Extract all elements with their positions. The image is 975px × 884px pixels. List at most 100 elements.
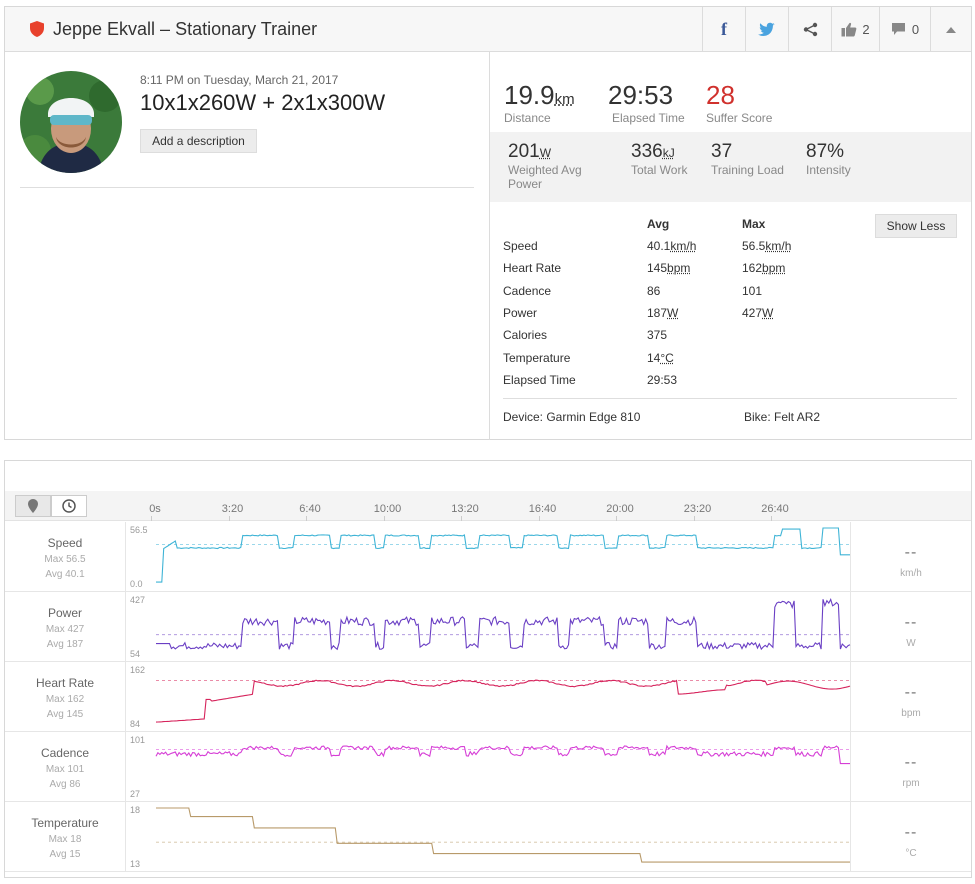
analysis-chart-card: 0s 3:20 6:40 10:00 13:20 16:40 20:00 23:20 26:40… — [4, 460, 972, 878]
y-min-label: 27 — [130, 789, 141, 799]
add-description-button[interactable]: Add a description — [140, 129, 257, 153]
stat-label: Intensity — [806, 163, 851, 177]
chart-lane-heart-rate[interactable]: Heart Rate Max 162 Avg 145 162 84 -- bpm — [5, 662, 971, 732]
series-svg — [156, 807, 850, 863]
time-tick-label: 6:40 — [299, 503, 321, 515]
row-max: 427W — [742, 306, 773, 320]
series-line — [156, 807, 850, 863]
row-avg: 14°C — [647, 351, 674, 365]
series-plot[interactable]: 101 27 — [125, 732, 851, 801]
activity-name: 10x1x260W + 2x1x300W — [140, 90, 386, 115]
thumbs-up-icon — [841, 22, 857, 36]
time-tick-mark — [771, 516, 772, 521]
stat-value: 87% — [806, 141, 845, 162]
facebook-icon: f — [721, 18, 727, 39]
collapse-button[interactable] — [930, 7, 971, 51]
stat-value: 336 — [631, 141, 663, 162]
stat-value: 201 — [508, 141, 540, 162]
y-max-label: 18 — [130, 805, 141, 815]
stat-value: 28 — [706, 80, 735, 110]
stat-elapsed-time: 29:53 Elapsed Time — [608, 80, 685, 125]
twitter-icon — [758, 22, 775, 36]
share-icon — [803, 22, 817, 36]
time-tick-mark — [228, 516, 230, 521]
row-label: Speed — [503, 239, 538, 253]
col-avg: Avg — [647, 217, 670, 231]
share-button[interactable] — [788, 7, 831, 51]
time-tick-label: 23:20 — [683, 503, 712, 515]
series-current-value: -- — [904, 614, 918, 631]
stat-distance: 19.9km Distance — [504, 80, 575, 125]
row-avg: 86 — [647, 284, 660, 298]
max-value: 427 — [742, 305, 763, 320]
facebook-share-button[interactable]: f — [702, 7, 745, 51]
stat-label: Suffer Score — [706, 111, 773, 125]
series-plot[interactable]: 427 54 — [125, 592, 851, 661]
activity-details-left: 8:11 PM on Tuesday, March 21, 2017 10x1x… — [5, 52, 489, 440]
time-tick-label: 10:00 — [373, 503, 402, 515]
series-current-value: -- — [904, 544, 918, 561]
activity-datetime: 8:11 PM on Tuesday, March 21, 2017 — [140, 73, 339, 87]
row-max: 101 — [742, 284, 762, 298]
avg-value: 145 — [647, 261, 668, 276]
row-label: Calories — [503, 328, 548, 343]
avg-unit: bpm — [667, 261, 691, 276]
secondary-stats: 201W Weighted Avg Power 336kJ Total Work… — [490, 132, 971, 202]
y-max-label: 101 — [130, 735, 146, 745]
row-avg: 145bpm — [647, 261, 690, 275]
time-axis-bar: 0s 3:20 6:40 10:00 13:20 16:40 20:00 23:20 26:40 — [5, 491, 971, 521]
y-min-label: 84 — [130, 719, 141, 729]
time-tick-mark — [383, 516, 385, 521]
time-tick-label: 16:40 — [528, 503, 557, 515]
series-unit: W — [906, 638, 916, 649]
stat-label: Total Work — [631, 163, 688, 177]
stat-intensity: 87% Intensity — [806, 141, 851, 177]
activity-summary-card: Jeppe Ekvall – Stationary Trainer f 2 0 — [4, 6, 972, 440]
comments-button[interactable]: 0 — [879, 7, 930, 51]
series-max: Max 427 — [45, 624, 85, 635]
chart-lane-cadence[interactable]: Cadence Max 101 Avg 86 101 27 -- rpm — [5, 732, 971, 802]
series-unit: °C — [905, 848, 917, 859]
time-toggle[interactable] — [51, 495, 87, 517]
row-max: 162bpm — [742, 261, 785, 275]
time-tick-label: 3:20 — [221, 503, 244, 515]
avatar-image — [20, 71, 122, 173]
row-label: Power — [503, 305, 538, 320]
series-name: Cadence — [40, 746, 90, 760]
series-plot[interactable]: 56.5 0.0 — [125, 522, 851, 591]
stat-weighted-power: 201W Weighted Avg Power — [508, 141, 608, 191]
series-plot[interactable]: 18 13 — [125, 802, 851, 871]
time-tick-mark — [538, 516, 540, 521]
athlete-avatar[interactable] — [20, 71, 122, 173]
y-max-label: 56.5 — [130, 525, 148, 535]
divider — [503, 398, 957, 399]
stat-suffer-score[interactable]: 28 Suffer Score — [706, 80, 772, 125]
series-svg — [156, 527, 850, 583]
series-plot[interactable]: 162 84 — [125, 662, 851, 731]
activity-stats: 19.9km Distance 29:53 Elapsed Time 28 Su… — [489, 52, 971, 440]
series-current-value: -- — [904, 684, 918, 701]
shield-icon — [30, 21, 44, 37]
comment-count: 0 — [911, 21, 920, 37]
series-unit: rpm — [902, 778, 920, 789]
series-line — [156, 598, 851, 651]
twitter-share-button[interactable] — [745, 7, 788, 51]
chart-lane-speed[interactable]: Speed Max 56.5 Avg 40.1 56.5 0.0 -- km/h — [5, 522, 971, 592]
time-tick-label: 20:00 — [606, 503, 634, 515]
distance-toggle[interactable] — [15, 495, 51, 517]
show-less-button[interactable]: Show Less — [875, 214, 957, 238]
row-avg: 29:53 — [647, 373, 677, 387]
row-label: Cadence — [503, 283, 552, 298]
row-label: Elapsed Time — [503, 372, 576, 387]
stat-unit: W — [539, 146, 552, 160]
y-min-label: 13 — [130, 859, 141, 869]
page-title: Jeppe Ekvall – Stationary Trainer — [53, 19, 318, 39]
avg-unit: km/h — [670, 239, 697, 253]
avg-unit: W — [667, 305, 679, 320]
series-avg: Avg 86 — [49, 779, 81, 790]
time-tick-mark — [616, 516, 617, 521]
divider — [20, 187, 474, 188]
chart-lane-temperature[interactable]: Temperature Max 18 Avg 15 18 13 -- °C — [5, 802, 971, 872]
chart-lane-power[interactable]: Power Max 427 Avg 187 427 54 -- W — [5, 592, 971, 662]
kudos-button[interactable]: 2 — [831, 7, 879, 51]
